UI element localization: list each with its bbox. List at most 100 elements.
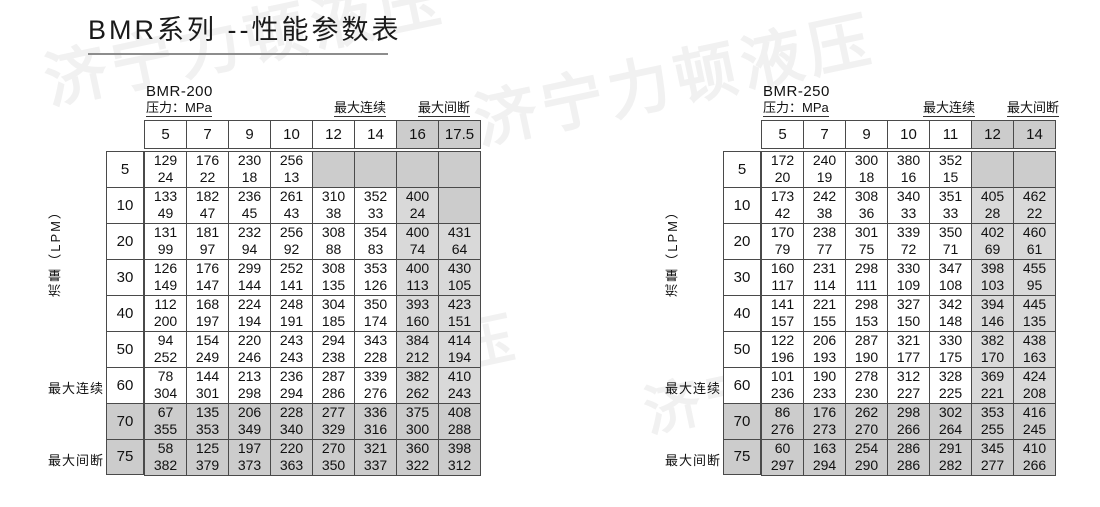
torque-value: 236 (279, 367, 304, 384)
power-value: 264 (938, 421, 963, 438)
pressure-header-cell: 10 (270, 119, 313, 149)
data-cell: 133 49 (144, 186, 187, 224)
data-cell: 369 221 (971, 366, 1014, 404)
pressure-header-row: 5 7 9 10 11 12 14 (761, 119, 1056, 149)
data-cell: 414 194 (438, 330, 481, 368)
cell-value-pair: 351 33 (930, 188, 971, 223)
data-cell: 94 252 (144, 330, 187, 368)
torque-value: 122 (770, 331, 795, 348)
cell-value-pair: 129 24 (145, 152, 186, 187)
power-value: 197 (195, 313, 220, 330)
power-value: 64 (451, 241, 468, 258)
data-cell (971, 150, 1014, 188)
power-value: 233 (812, 385, 837, 402)
data-cell: 339 276 (354, 366, 397, 404)
table-row: 67 355 135 353 206 349 228 340 277 329 336 316 375 30… (144, 402, 481, 440)
torque-value: 330 (896, 259, 921, 276)
torque-value: 94 (157, 331, 174, 348)
power-value: 382 (153, 457, 178, 474)
torque-value: 298 (854, 295, 879, 312)
data-cell: 353 126 (354, 258, 397, 296)
power-value: 13 (283, 169, 300, 186)
cell-value-pair: 122 196 (762, 332, 803, 367)
cell-value-pair: 173 42 (762, 188, 803, 223)
torque-value: 400 (405, 223, 430, 240)
power-value: 20 (774, 169, 791, 186)
pressure-header-row: 5 7 9 10 12 14 16 17.5 (144, 119, 481, 149)
data-cell: 445 135 (1013, 294, 1056, 332)
cell-value-pair: 350 71 (930, 224, 971, 259)
data-cell: 304 185 (312, 294, 355, 332)
power-value: 83 (367, 241, 384, 258)
flow-row-header: 5 (723, 150, 761, 187)
data-cell: 405 28 (971, 186, 1014, 224)
flow-row-header: 75 (723, 438, 761, 475)
torque-value: 462 (1022, 187, 1047, 204)
power-value: 88 (325, 241, 342, 258)
power-value: 304 (153, 385, 178, 402)
cell-value-pair: 287 286 (313, 368, 354, 403)
torque-value: 224 (237, 295, 262, 312)
torque-value: 160 (770, 259, 795, 276)
power-value: 149 (153, 277, 178, 294)
data-cell: 131 99 (144, 222, 187, 260)
torque-value: 144 (195, 367, 220, 384)
data-cell: 321 177 (887, 330, 930, 368)
data-cell: 125 379 (186, 438, 229, 476)
torque-value: 141 (770, 295, 795, 312)
max-intermittent-column-label: 最大间断 (418, 100, 471, 118)
data-cell: 330 109 (887, 258, 930, 296)
cell-value-pair: 416 245 (1014, 404, 1055, 439)
power-value: 24 (157, 169, 174, 186)
power-value: 94 (241, 241, 258, 258)
max-intermittent-column-label: 最大间断 (1007, 100, 1060, 118)
torque-value: 299 (237, 259, 262, 276)
cell-value-pair: 220 363 (271, 440, 312, 475)
cell-value-pair: 206 349 (229, 404, 270, 439)
power-value: 190 (854, 349, 879, 366)
cell-value-pair: 224 194 (229, 296, 270, 331)
power-value: 15 (942, 169, 959, 186)
data-cell: 330 175 (929, 330, 972, 368)
performance-table-bmr-200: 5 7 9 10 12 14 16 17.5 129 24 176 22 230 18 256 13 133 49… (144, 119, 481, 476)
torque-value: 242 (812, 187, 837, 204)
power-value: 170 (980, 349, 1005, 366)
model-header-bmr-250: BMR-250 压力：MPa 最大连续 最大间断 (763, 83, 1096, 120)
power-value: 316 (363, 421, 388, 438)
power-value: 111 (855, 277, 878, 294)
power-value: 77 (816, 241, 833, 258)
torque-value: 353 (980, 403, 1005, 420)
power-value: 157 (770, 313, 795, 330)
table-row: 126 149 176 147 299 144 252 141 308 135 353 126 400 1… (144, 258, 481, 296)
torque-value: 236 (237, 187, 262, 204)
data-cell: 206 193 (803, 330, 846, 368)
data-cell: 129 24 (144, 150, 187, 188)
cell-value-pair: 172 20 (762, 152, 803, 187)
power-value: 175 (938, 349, 963, 366)
torque-value: 181 (195, 223, 220, 240)
table-row: 86 276 176 273 262 270 298 266 302 264 353 255 416 24… (761, 402, 1056, 440)
torque-value: 380 (896, 151, 921, 168)
data-cell: 256 13 (270, 150, 313, 188)
cell-value-pair: 339 72 (888, 224, 929, 259)
torque-value: 254 (854, 439, 879, 456)
power-value: 97 (199, 241, 216, 258)
data-cell: 163 294 (803, 438, 846, 476)
cell-value-pair: 101 236 (762, 368, 803, 403)
data-cell: 236 294 (270, 366, 313, 404)
torque-value: 431 (447, 223, 472, 240)
performance-table-bmr-250: 5 7 9 10 11 12 14 172 20 240 19 300 18 380 16 352 15 173 4… (761, 119, 1056, 476)
torque-value: 354 (363, 223, 388, 240)
power-value: 266 (896, 421, 921, 438)
table-row: 172 20 240 19 300 18 380 16 352 15 (761, 150, 1056, 188)
data-cell: 393 160 (396, 294, 439, 332)
cell-value-pair: 176 273 (804, 404, 845, 439)
torque-value: 352 (938, 151, 963, 168)
torque-value: 176 (812, 403, 837, 420)
cell-value-pair: 228 340 (271, 404, 312, 439)
torque-value: 302 (938, 403, 963, 420)
data-cell: 240 19 (803, 150, 846, 188)
data-cell: 242 38 (803, 186, 846, 224)
torque-value: 402 (980, 223, 1005, 240)
cell-value-pair: 342 148 (930, 296, 971, 331)
